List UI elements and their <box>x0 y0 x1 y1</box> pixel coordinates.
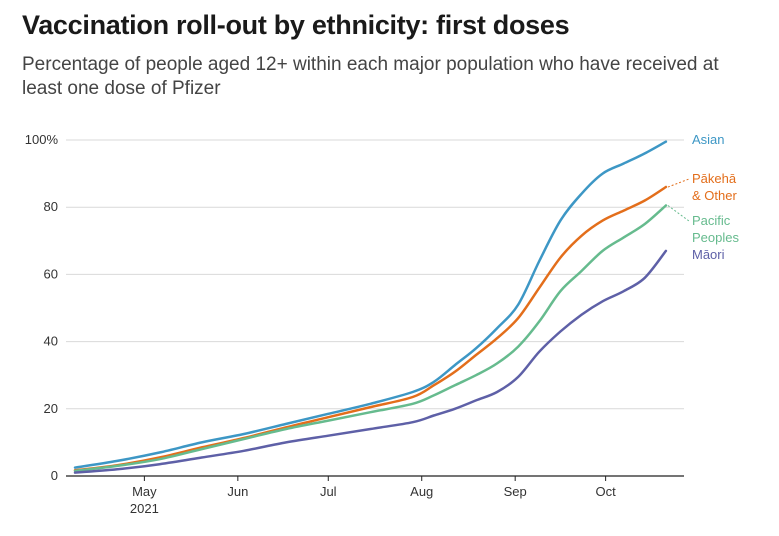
x-tick-sublabel: 2021 <box>130 501 159 516</box>
series-lines <box>73 140 668 474</box>
x-tick-label: Jun <box>227 484 248 499</box>
series-line-m-ori <box>73 249 668 474</box>
chart-subtitle: Percentage of people aged 12+ within eac… <box>22 54 719 99</box>
series-line-pacific-peoples <box>73 204 668 473</box>
y-tick-label: 60 <box>44 266 58 281</box>
series-label: Peoples <box>692 230 739 245</box>
y-tick-label: 100% <box>25 132 59 147</box>
label-leader <box>667 205 690 222</box>
series-label: Māori <box>692 247 725 262</box>
series-line-p-keh-other <box>73 185 668 472</box>
x-axis: May 2021 Jun Jul Aug Sep Oct <box>66 475 684 516</box>
y-tick-label: 20 <box>44 401 58 416</box>
x-tick-label: Aug <box>410 484 433 499</box>
x-tick-label: Oct <box>596 484 617 499</box>
series-line-asian <box>73 140 668 469</box>
series-label: & Other <box>692 188 737 203</box>
series-labels: Asian Pākehā & Other Pacific Peoples Māori <box>667 132 739 262</box>
y-tick-label: 0 <box>51 468 58 483</box>
chart-title: Vaccination roll-out by ethnicity: first… <box>22 10 570 40</box>
y-axis: 0 20 40 60 80 100% <box>25 132 59 483</box>
series-label: Asian <box>692 132 725 147</box>
gridlines <box>66 139 684 410</box>
x-tick-label: Jul <box>320 484 337 499</box>
series-label: Pākehā <box>692 171 737 186</box>
series-label: Pacific <box>692 213 731 228</box>
x-tick-label: Sep <box>504 484 527 499</box>
y-tick-label: 40 <box>44 334 58 349</box>
x-tick-label: May <box>132 484 157 499</box>
label-leader <box>667 178 690 188</box>
y-tick-label: 80 <box>44 199 58 214</box>
